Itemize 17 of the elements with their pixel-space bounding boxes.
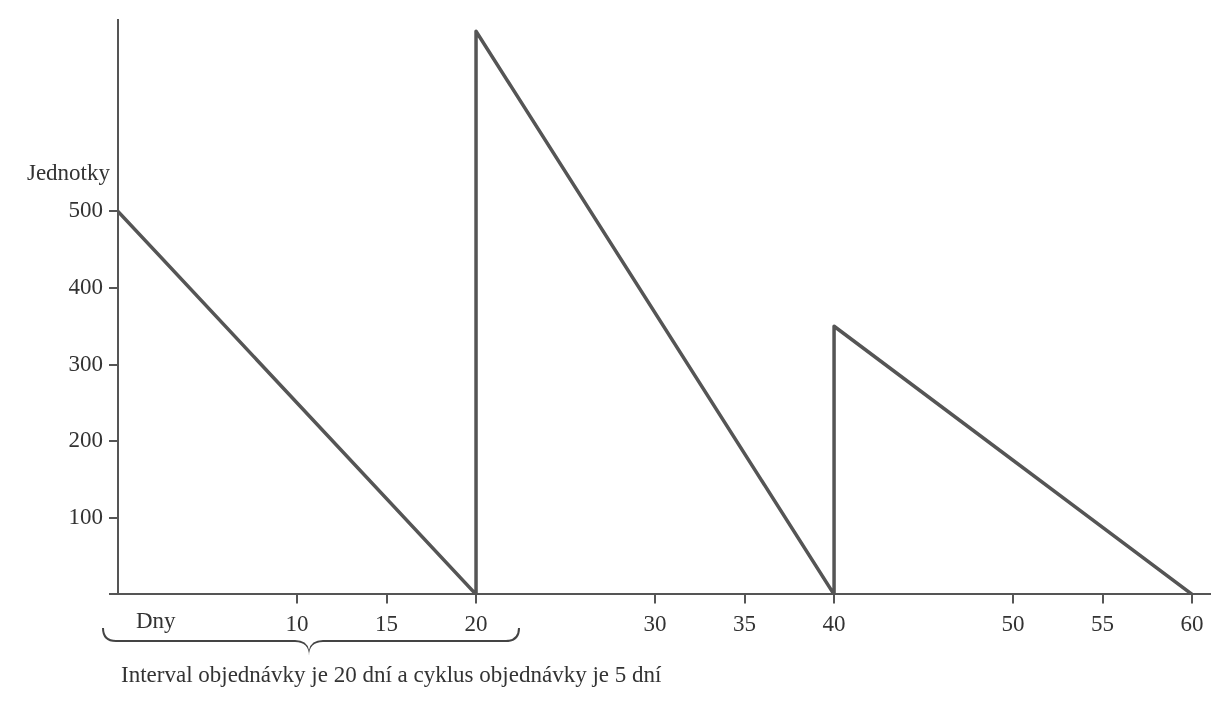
x-tick-label: 30 [643, 611, 667, 637]
y-tick-label: 400 [68, 273, 103, 299]
x-tick-label: 15 [375, 611, 399, 637]
x-tick-label: 10 [285, 611, 309, 637]
x-axis-title: Dny [136, 607, 177, 633]
x-tick-label: 40 [822, 611, 846, 637]
x-tick-label: 50 [1001, 611, 1025, 637]
x-tick-label: 60 [1180, 611, 1204, 637]
y-tick-label: 200 [68, 427, 103, 453]
y-tick-label: 100 [68, 503, 103, 529]
text: Interval objednávky je 20 dní a cyklus objednávky je 5 dní [121, 661, 662, 687]
x-tick-label: 55 [1091, 611, 1115, 637]
x-tick-label: 20 [464, 611, 488, 637]
y-tick-label: 500 [68, 197, 103, 223]
y-tick-label: 300 [68, 350, 103, 376]
y-axis-title: Jednotky [26, 159, 111, 185]
x-tick-label: 35 [733, 611, 757, 637]
